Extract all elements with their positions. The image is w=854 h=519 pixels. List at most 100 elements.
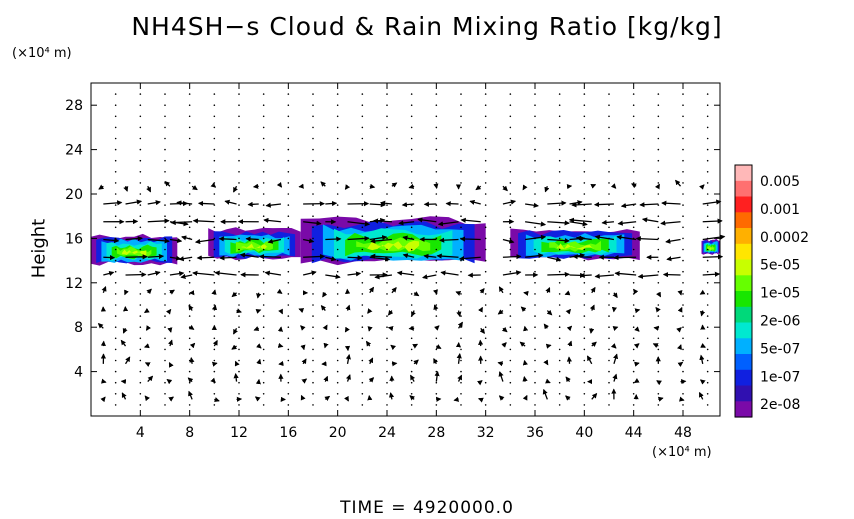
grid-dot <box>213 182 216 184</box>
wind-arrow <box>498 395 505 401</box>
grid-dot <box>262 359 265 362</box>
grid-dot <box>657 393 660 395</box>
wind-arrow <box>498 286 504 294</box>
wind-arrow <box>212 339 218 347</box>
grid-dot <box>558 126 561 129</box>
grid-dot <box>386 171 388 173</box>
wind-arrow <box>655 306 661 313</box>
grid-dot <box>608 126 610 129</box>
grid-dot <box>188 148 191 151</box>
grid-dot <box>657 137 660 140</box>
x-tick-label: 48 <box>674 425 692 441</box>
grid-dot <box>509 370 512 373</box>
grid-dot <box>632 315 635 317</box>
grid-dot <box>262 270 265 273</box>
wind-arrow <box>458 255 481 262</box>
grid-dot <box>435 404 438 406</box>
wind-arrow <box>367 326 373 332</box>
wind-arrow <box>387 325 394 332</box>
grid-dot <box>287 381 290 384</box>
grid-dot <box>114 93 117 95</box>
wind-arrow <box>391 182 398 188</box>
wind-arrow <box>616 234 637 241</box>
wind-arrow <box>347 271 362 277</box>
wind-arrow <box>169 237 183 244</box>
grid-dot <box>534 93 536 95</box>
grid-dot <box>238 348 240 351</box>
grid-dot <box>238 304 240 306</box>
grid-dot <box>583 259 586 262</box>
grid-dot <box>386 326 388 329</box>
grid-dot <box>534 259 536 262</box>
grid-dot <box>460 293 462 295</box>
grid-dot <box>410 337 413 340</box>
grid-dot <box>213 293 216 295</box>
wind-arrow <box>276 181 283 188</box>
grid-dot <box>682 204 684 206</box>
grid-dot <box>336 248 339 251</box>
wind-arrow <box>410 374 416 382</box>
wind-arrow <box>565 308 571 315</box>
grid-dot <box>632 348 635 351</box>
wind-arrow <box>367 394 373 401</box>
wind-arrow <box>298 308 305 314</box>
wind-arrow <box>390 344 396 351</box>
grid-dot <box>608 393 610 395</box>
grid-dot <box>213 204 216 206</box>
wind-arrow <box>169 289 175 295</box>
grid-dot <box>336 137 339 140</box>
wind-arrow <box>254 396 261 402</box>
grid-dot <box>632 293 635 295</box>
grid-dot <box>435 104 438 106</box>
grid-dot <box>608 348 610 351</box>
grid-dot <box>312 148 314 151</box>
grid-dot <box>435 148 438 151</box>
wind-arrow <box>125 235 143 242</box>
colorbar-label: 0.001 <box>760 202 800 218</box>
grid-dot <box>336 282 339 284</box>
wind-arrow <box>617 220 637 226</box>
wind-arrow <box>267 238 282 244</box>
wind-arrow <box>98 184 105 190</box>
wind-arrow <box>210 182 217 188</box>
grid-dot <box>632 259 635 262</box>
grid-dot <box>608 270 610 273</box>
wind-arrow <box>388 392 395 400</box>
wind-arrow <box>633 288 639 295</box>
grid-dot <box>657 282 660 284</box>
grid-dot <box>509 148 512 151</box>
grid-dot <box>238 148 240 151</box>
wind-arrow <box>423 253 437 259</box>
grid-dot <box>312 381 314 384</box>
wind-arrow <box>662 272 681 278</box>
wind-arrow <box>188 390 193 400</box>
grid-dot <box>706 370 709 373</box>
grid-dot <box>336 93 339 95</box>
wind-arrow <box>374 274 393 280</box>
grid-dot <box>608 215 610 217</box>
wind-arrow <box>169 271 185 277</box>
wind-arrow <box>633 378 640 384</box>
wind-arrow <box>278 308 283 315</box>
grid-dot <box>139 293 142 295</box>
grid-dot <box>534 404 536 406</box>
grid-dot <box>287 204 290 206</box>
grid-dot <box>484 104 487 106</box>
wind-arrow <box>325 236 342 242</box>
grid-dot <box>558 148 561 151</box>
grid-dot <box>336 381 339 384</box>
wind-arrow <box>408 183 415 189</box>
grid-dot <box>312 259 314 262</box>
chart-title: NH4SH−s Cloud & Rain Mixing Ratio [kg/kg… <box>131 12 723 41</box>
wind-arrow <box>219 255 237 261</box>
wind-arrow <box>613 353 619 365</box>
grid-dot <box>632 137 635 140</box>
grid-dot <box>657 259 660 262</box>
grid-dot <box>682 171 684 173</box>
wind-arrow <box>391 361 398 367</box>
wind-arrow <box>525 234 547 241</box>
wind-arrow <box>678 396 685 402</box>
grid-dot <box>312 137 314 140</box>
grid-dot <box>608 404 610 406</box>
grid-dot <box>213 193 216 195</box>
